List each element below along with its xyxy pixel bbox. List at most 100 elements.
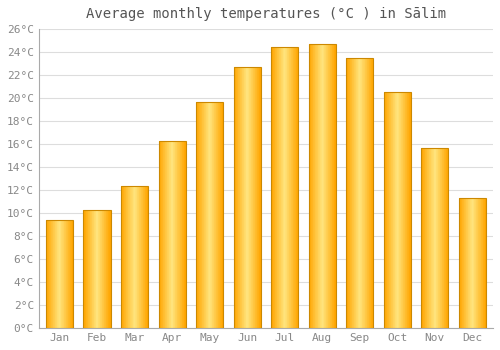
Bar [387,92,388,328]
Bar [159,141,160,328]
Bar [164,141,166,328]
Bar [468,198,469,328]
Bar [211,102,212,328]
Bar [238,67,239,328]
Bar [405,92,406,328]
Bar [440,148,441,328]
Bar [46,220,48,328]
Bar [123,186,124,328]
Bar [428,148,429,328]
Bar [329,44,330,328]
Bar [293,48,294,328]
Bar [98,210,99,328]
Bar [208,102,209,328]
Bar [282,48,284,328]
Bar [215,102,216,328]
Bar [475,198,476,328]
Bar [63,220,64,328]
Bar [432,148,433,328]
Bar [476,198,477,328]
Bar [354,58,355,328]
Bar [481,198,482,328]
Bar [170,141,172,328]
Bar [234,67,235,328]
Bar [275,48,276,328]
Bar [396,92,398,328]
Bar [463,198,464,328]
Bar [322,44,323,328]
Bar [435,148,436,328]
Bar [102,210,103,328]
Bar [179,141,180,328]
Bar [65,220,66,328]
Bar [308,44,336,328]
Bar [212,102,213,328]
Bar [443,148,444,328]
Bar [173,141,174,328]
Bar [328,44,329,328]
Bar [297,48,298,328]
Bar [129,186,130,328]
Bar [200,102,201,328]
Bar [69,220,70,328]
Bar [410,92,411,328]
Bar [162,141,164,328]
Bar [46,220,73,328]
Bar [437,148,438,328]
Bar [446,148,447,328]
Bar [168,141,170,328]
Bar [209,102,210,328]
Bar [86,210,87,328]
Bar [59,220,60,328]
Bar [308,44,310,328]
Bar [131,186,132,328]
Bar [250,67,251,328]
Bar [220,102,221,328]
Bar [274,48,275,328]
Bar [91,210,92,328]
Bar [485,198,486,328]
Bar [239,67,240,328]
Bar [248,67,249,328]
Bar [122,186,123,328]
Bar [473,198,474,328]
Bar [89,210,90,328]
Bar [364,58,365,328]
Bar [99,210,100,328]
Bar [459,198,486,328]
Bar [480,198,481,328]
Bar [61,220,62,328]
Bar [88,210,89,328]
Bar [204,102,205,328]
Bar [134,186,135,328]
Bar [276,48,278,328]
Bar [460,198,461,328]
Bar [316,44,317,328]
Bar [464,198,465,328]
Bar [62,220,63,328]
Bar [246,67,247,328]
Bar [245,67,246,328]
Bar [128,186,129,328]
Bar [359,58,360,328]
Bar [394,92,396,328]
Bar [196,102,223,328]
Bar [384,92,411,328]
Bar [447,148,448,328]
Bar [483,198,484,328]
Bar [431,148,432,328]
Bar [326,44,327,328]
Bar [166,141,168,328]
Title: Average monthly temperatures (°C ) in Sālim: Average monthly temperatures (°C ) in Sā… [86,7,446,21]
Bar [273,48,274,328]
Bar [438,148,439,328]
Bar [365,58,366,328]
Bar [121,186,148,328]
Bar [48,220,50,328]
Bar [436,148,437,328]
Bar [247,67,248,328]
Bar [409,92,410,328]
Bar [479,198,480,328]
Bar [404,92,405,328]
Bar [314,44,315,328]
